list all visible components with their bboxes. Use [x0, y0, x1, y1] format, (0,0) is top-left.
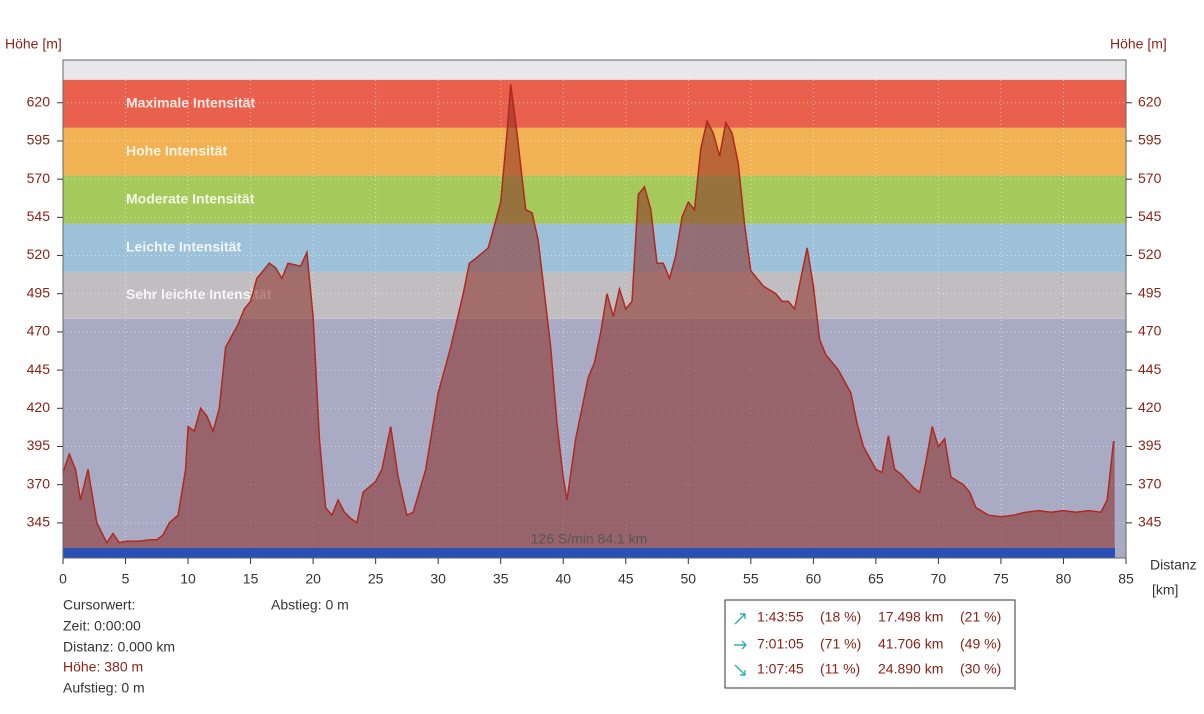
info-height: Höhe: 380 m: [63, 659, 143, 675]
stats-cell: 24.890 km: [878, 661, 943, 677]
y2-tick-label: 620: [1138, 93, 1162, 109]
stats-cell: (11 %): [820, 661, 860, 677]
zone-band: [63, 127, 1126, 176]
y-tick-label: 345: [27, 514, 51, 530]
y2-tick-label: 470: [1138, 323, 1162, 339]
y2-tick-label: 395: [1138, 437, 1162, 453]
x-tick-label: 35: [493, 571, 509, 587]
x-tick-label: 30: [430, 571, 446, 587]
y2-tick-label: 570: [1138, 170, 1162, 186]
zone-label: Hohe Intensität: [126, 143, 227, 159]
elevation-area: [63, 84, 1115, 559]
y-tick-label: 470: [27, 323, 51, 339]
x-tick-label: 40: [555, 571, 571, 587]
zone-label: Moderate Intensität: [126, 190, 255, 206]
y2-tick-label: 520: [1138, 246, 1162, 262]
y-tick-label: 420: [27, 399, 51, 415]
y-tick-label: 570: [27, 170, 51, 186]
y2-tick-label: 445: [1138, 361, 1162, 377]
stats-box: [724, 599, 1016, 689]
stats-cell: 7:01:05: [757, 636, 804, 652]
x-tick-label: 25: [368, 571, 384, 587]
x-axis-unit: [km]: [1152, 582, 1178, 598]
zone-label: Maximale Intensität: [126, 95, 255, 111]
y-tick-label: 620: [27, 93, 51, 109]
x-tick-label: 70: [931, 571, 947, 587]
x-tick-label: 0: [59, 571, 67, 587]
y-tick-label: 595: [27, 132, 51, 148]
x-tick-label: 15: [243, 571, 259, 587]
y-tick-label: 520: [27, 246, 51, 262]
stats-icons: [734, 613, 747, 676]
x-tick-label: 85: [1118, 571, 1134, 587]
info-ascent: Aufstieg: 0 m: [63, 680, 145, 696]
info-time: Zeit: 0:00:00: [63, 618, 141, 634]
x-tick-label: 55: [743, 571, 759, 587]
x-tick-label: 75: [993, 571, 1009, 587]
stats-cell: (71 %): [820, 636, 861, 652]
y-tick-label: 545: [27, 208, 51, 224]
cadence-bar: [63, 548, 1115, 558]
y2-tick-label: 545: [1138, 208, 1162, 224]
x-tick-label: 60: [806, 571, 822, 587]
y-axis-label: Höhe [m]: [5, 36, 62, 52]
stats-cell: (18 %): [820, 609, 861, 625]
x-tick-label: 10: [180, 571, 196, 587]
stats-cell: (49 %): [960, 636, 1001, 652]
info-distance: Distanz: 0.000 km: [63, 639, 175, 655]
y2-tick-label: 345: [1138, 514, 1162, 530]
zone-band: [63, 271, 1126, 319]
stats-cell: 1:43:55: [757, 609, 804, 625]
cadence-label: 126 S/min 84.1 km: [531, 531, 648, 547]
y-tick-label: 445: [27, 361, 51, 377]
stats-cell: (30 %): [960, 661, 1001, 677]
zone-band: [63, 223, 1126, 272]
x-tick-label: 20: [305, 571, 321, 587]
info-descent: Abstieg: 0 m: [271, 597, 349, 613]
zone-band: [63, 175, 1126, 224]
zone-label: Leichte Intensität: [126, 239, 241, 255]
plot-frame: [62, 59, 1127, 559]
x-tick-label: 50: [681, 571, 697, 587]
y2-tick-label: 370: [1138, 475, 1162, 491]
y-tick-label: 395: [27, 437, 51, 453]
x-axis-label: Distanz: [1150, 557, 1197, 573]
stats-cell: 17.498 km: [878, 609, 943, 625]
y2-tick-label: 595: [1138, 132, 1162, 148]
y-tick-label: 370: [27, 475, 51, 491]
x-tick-label: 80: [1056, 571, 1072, 587]
stats-cell: 41.706 km: [878, 636, 943, 652]
elevation-line: [62, 84, 1115, 545]
y2-tick-label: 495: [1138, 284, 1162, 300]
zone-band: [63, 79, 1126, 128]
zone-label: Sehr leichte Intensität: [126, 286, 272, 302]
x-tick-label: 5: [122, 571, 130, 587]
info-heading: Cursorwert:: [63, 597, 135, 613]
x-tick-label: 45: [618, 571, 634, 587]
stats-cell: (21 %): [960, 609, 1001, 625]
y2-tick-label: 420: [1138, 399, 1162, 415]
y-tick-label: 495: [27, 284, 51, 300]
stats-cell: 1:07:45: [757, 661, 804, 677]
x-tick-label: 65: [868, 571, 884, 587]
y2-axis-label: Höhe [m]: [1110, 36, 1167, 52]
